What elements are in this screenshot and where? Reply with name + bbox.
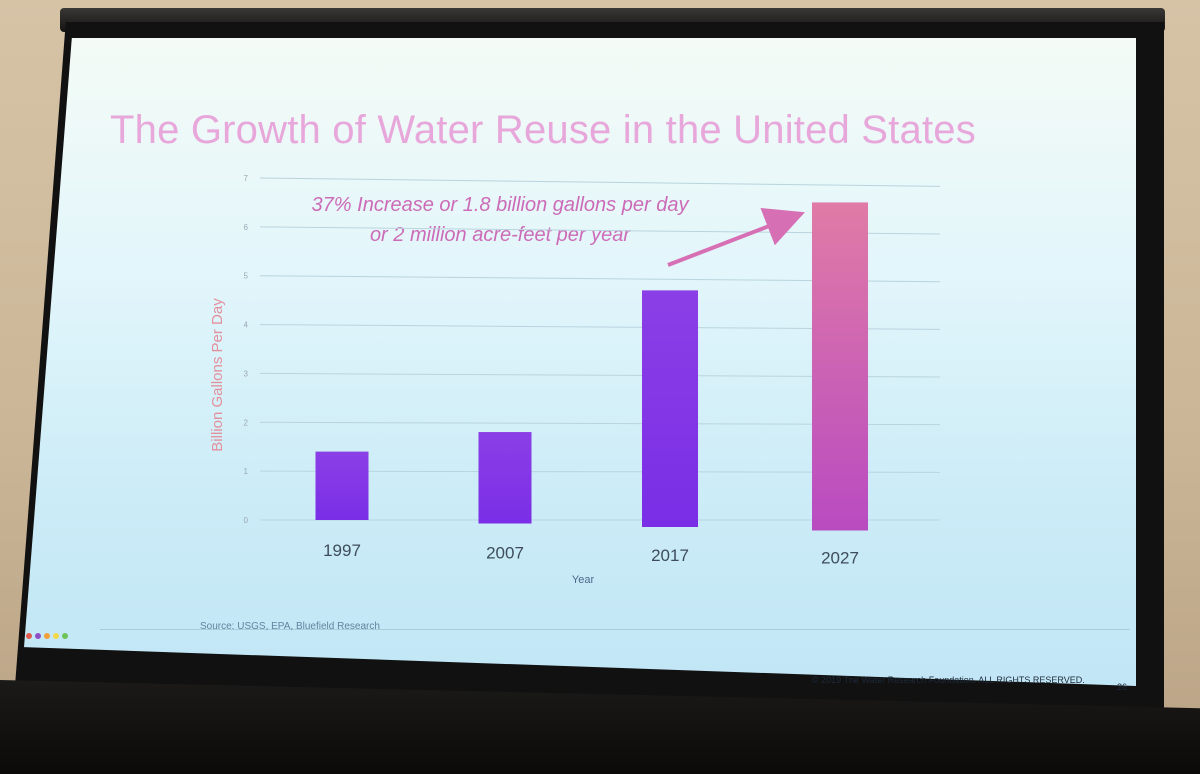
y-tick-label: 7 [244,174,249,183]
y-tick-label: 5 [244,272,249,281]
dot-red [26,633,32,639]
bar-2017 [642,290,698,527]
chart-annotation: 37% Increase or 1.8 billion gallons per … [260,190,740,250]
x-tick-labels: 1997 2007 2017 2027 [323,541,859,568]
dot-green [62,633,68,639]
y-tick-label: 1 [244,467,249,476]
slide-title: The Growth of Water Reuse in the United … [110,108,976,152]
footer-divider [100,629,1130,630]
bars [315,202,868,531]
presentation-slide [24,38,1136,686]
x-axis-label: Year [572,574,595,586]
y-tick-label: 4 [244,321,249,330]
annotation-arrow [667,207,805,267]
y-axis-label: Billion Gallons Per Day [209,298,226,452]
bar-1997 [315,451,369,520]
dot-purple [35,633,41,639]
annotation-line-1: 37% Increase or 1.8 billion gallons per … [311,194,689,216]
x-tick-label: 2007 [486,544,524,563]
bar-2027 [812,202,868,531]
y-tick-label: 6 [244,223,249,232]
copyright-notice: © 2019 The Water Research Foundation. AL… [812,675,1085,685]
annotation-line-2: or 2 million acre-feet per year [369,224,631,246]
dot-yellow [53,633,59,639]
y-tick-label: 2 [244,418,249,427]
dot-orange [44,633,50,639]
slide-page-number: 26 [1117,682,1128,692]
x-tick-label: 2027 [821,549,859,568]
source-note: Source: USGS, EPA, Bluefield Research [200,621,380,632]
x-tick-label: 1997 [323,541,361,560]
y-tick-label: 0 [244,516,249,525]
brand-dots [26,626,71,644]
grid-line [259,177,941,187]
x-tick-label: 2017 [651,546,689,565]
y-tick-label: 3 [244,369,249,378]
bar-2007 [478,432,532,524]
y-tick-labels: 0 1 2 3 4 5 6 7 [244,174,249,525]
